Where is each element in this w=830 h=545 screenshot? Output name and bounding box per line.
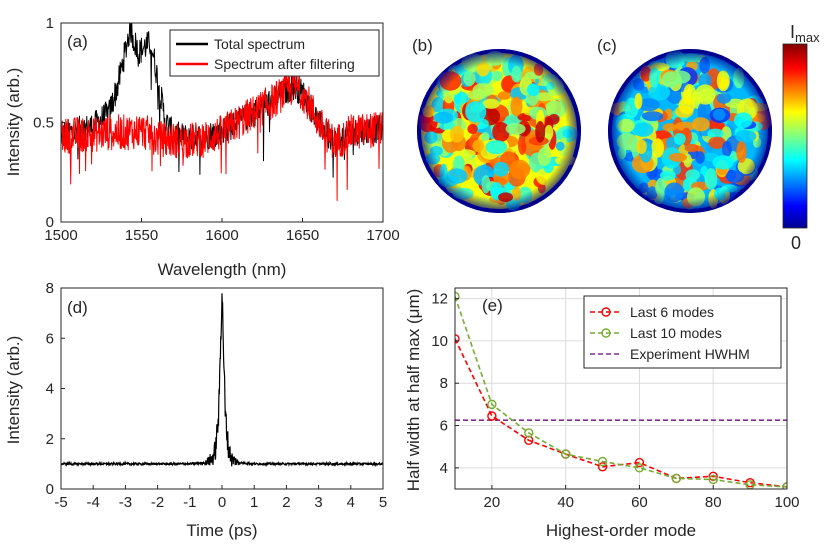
- x-tick-label: 1: [250, 494, 258, 511]
- last6-point: [634, 457, 645, 468]
- y-tick-label: 4: [440, 460, 448, 477]
- x-tick-label: -2: [151, 494, 164, 511]
- x-tick-label: 0: [218, 494, 226, 511]
- y-tick-label: 4: [46, 381, 54, 398]
- x-tick-label: -3: [119, 494, 132, 511]
- last10-point: [634, 463, 645, 473]
- y-tick-label: 8: [440, 375, 448, 392]
- temporal-intensity-line: [61, 293, 383, 468]
- panel-b-label: (b): [412, 36, 433, 55]
- y-tick-label: 8: [46, 280, 54, 297]
- legend-last6-label: Last 6 modes: [630, 304, 714, 320]
- y-tick-label: 12: [431, 291, 448, 308]
- y-tick-label: 2: [46, 431, 54, 448]
- last10-point: [455, 291, 460, 302]
- y-tick-label: 10: [431, 333, 448, 350]
- y-tick-label: 1: [46, 15, 54, 32]
- panel-e: 20 40 60 80 100 4 6 8 10 12 (e) Highest-order mo…: [404, 287, 800, 540]
- x-tick-label: -5: [54, 494, 67, 511]
- colorbar: Imax 0: [782, 22, 820, 253]
- last10-point: [524, 428, 534, 438]
- x-tick-label: 1500: [44, 227, 77, 244]
- y-tick-label: 0: [46, 214, 54, 231]
- last10-point: [782, 482, 787, 489]
- last10-point: [708, 474, 718, 485]
- x-tick-label: 4: [347, 494, 355, 511]
- panel-b: (b): [412, 36, 581, 213]
- x-tick-label: 2: [282, 494, 290, 511]
- panel-a-label: (a): [67, 32, 88, 51]
- x-tick-label: 100: [774, 494, 799, 511]
- y-tick-label: 6: [440, 418, 448, 435]
- panel-d: -5 -4 -3 -2 -1 0 1 2 3 4 5 0 2 4 6 8 (d) Time (ps) Int…: [4, 280, 387, 540]
- legend-filtered-label: Spectrum after filtering: [214, 56, 355, 72]
- last6-point: [597, 462, 608, 472]
- colorbar-scale: [782, 43, 808, 229]
- last6-point: [455, 334, 460, 344]
- x-tick-label: 20: [484, 494, 501, 511]
- x-tick-label: 3: [314, 494, 322, 511]
- x-tick-label: 80: [705, 494, 722, 511]
- last10-point: [487, 399, 497, 410]
- last10-point: [597, 456, 608, 467]
- panel-a-xlabel: Wavelength (nm): [158, 260, 287, 279]
- y-tick-label: 6: [46, 330, 54, 347]
- filtered-spectrum-line: [61, 70, 383, 201]
- panel-e-label: (e): [482, 296, 503, 315]
- x-tick-label: -1: [183, 494, 196, 511]
- x-tick-label: 5: [379, 494, 387, 511]
- x-tick-label: 1650: [286, 227, 319, 244]
- panel-d-xlabel: Time (ps): [186, 521, 257, 540]
- panel-a-legend: Total spectrum Spectrum after filtering: [169, 29, 380, 77]
- panel-c: (c): [597, 36, 772, 213]
- panel-d-ylabel: Intensity (arb.): [4, 336, 23, 445]
- last10-series-line: [455, 296, 787, 488]
- last6-point: [487, 411, 497, 421]
- panel-a-ylabel: Intensity (arb.): [4, 68, 23, 177]
- legend-experiment-label: Experiment HWHM: [630, 346, 750, 362]
- legend-total-label: Total spectrum: [214, 36, 305, 52]
- y-tick-label: 0.5: [33, 115, 54, 132]
- x-tick-label: 40: [557, 494, 574, 511]
- colorbar-min-label: 0: [791, 233, 801, 253]
- legend-last10-label: Last 10 modes: [630, 325, 722, 341]
- panel-e-axes-box: [454, 287, 788, 490]
- x-tick-label: 60: [631, 494, 648, 511]
- x-tick-label: 1600: [205, 227, 238, 244]
- colorbar-max-label: Imax: [790, 22, 820, 45]
- panel-e-xlabel: Highest-order mode: [546, 521, 696, 540]
- x-tick-label: 1700: [366, 227, 399, 244]
- x-tick-label: 1550: [125, 227, 158, 244]
- panel-a: 1500 1550 1600 1650 1700 0 0.5 1 (a) Wavelengt…: [4, 15, 400, 279]
- last10-point: [671, 473, 682, 484]
- last10-point: [560, 449, 571, 459]
- panel-e-ylabel: Half width at half max (μm): [404, 289, 423, 492]
- y-tick-label: 0: [46, 481, 54, 498]
- panel-c-label: (c): [597, 36, 617, 55]
- x-tick-label: -4: [87, 494, 100, 511]
- panel-e-legend: Last 6 modes Last 10 modes Experiment HW…: [583, 295, 782, 369]
- panel-d-label: (d): [67, 298, 88, 317]
